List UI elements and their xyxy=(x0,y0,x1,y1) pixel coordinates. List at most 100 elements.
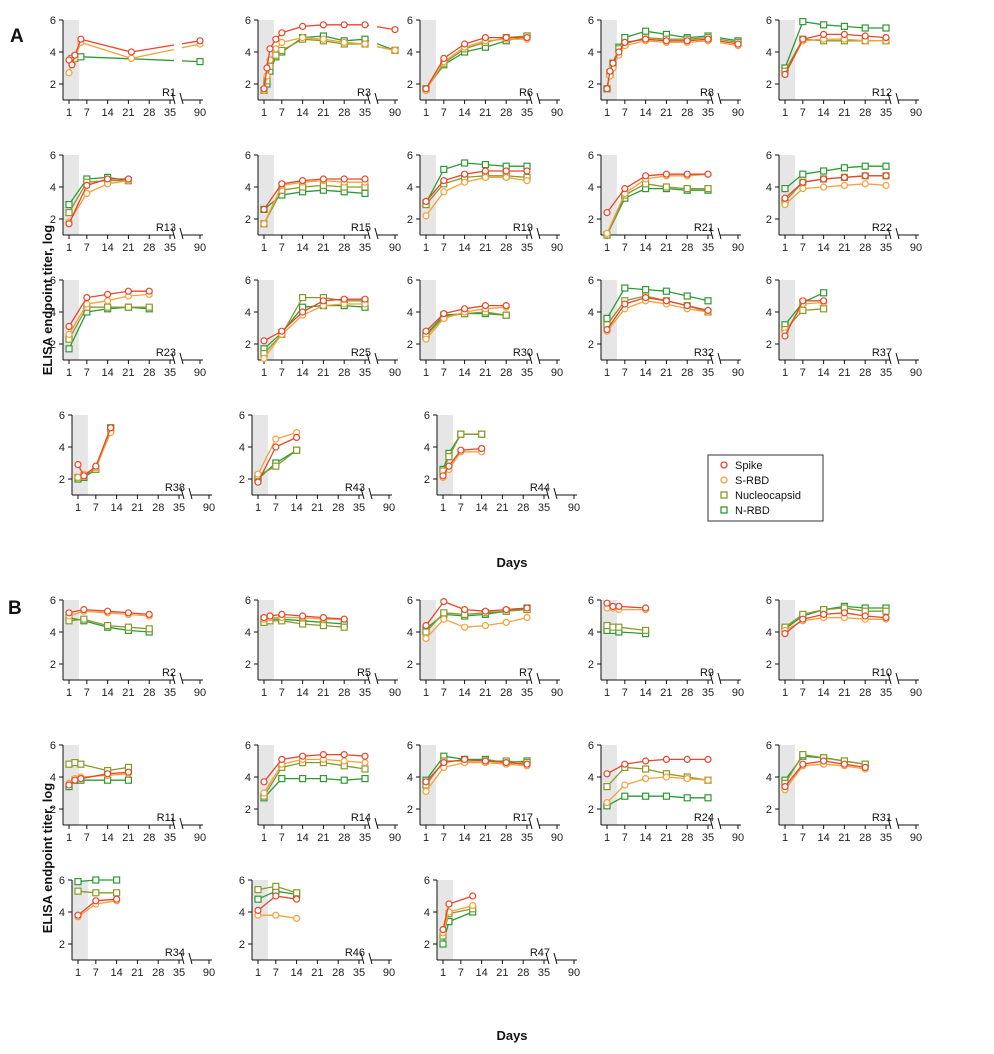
point-spike xyxy=(71,51,79,59)
axis-break-mark xyxy=(536,227,541,240)
point-nucleocapsid xyxy=(422,628,430,636)
y-tick-label: 4 xyxy=(245,307,251,319)
x-axis-title-b: Days xyxy=(496,1028,527,1043)
point-nucleocapsid xyxy=(340,623,348,631)
axis-break-mark xyxy=(171,92,176,105)
x-tick-label: 7 xyxy=(84,832,90,844)
point-spike xyxy=(799,178,807,186)
point-spike xyxy=(127,48,135,56)
point-spike xyxy=(461,305,469,313)
point-spike xyxy=(781,629,789,638)
x-tick-label: 21 xyxy=(838,107,850,119)
point-spike xyxy=(445,462,453,470)
point-spike xyxy=(461,755,469,763)
acute-phase-shading xyxy=(420,280,436,360)
point-spike xyxy=(799,297,807,305)
x-tick-label: 35 xyxy=(880,832,892,844)
x-tick-label: 14 xyxy=(101,242,113,254)
point-nucleocapsid xyxy=(882,607,890,615)
x-tick-label: 21 xyxy=(660,367,672,379)
x-tick-label: 28 xyxy=(500,107,512,119)
point-s-rbd xyxy=(65,330,73,339)
x-tick-label: 90 xyxy=(910,242,922,254)
axis-break-mark xyxy=(179,352,184,365)
y-tick-label: 2 xyxy=(424,474,430,486)
participant-label: R6 xyxy=(519,87,533,99)
axis-break-mark xyxy=(171,817,176,830)
series-line-nucleocapsid xyxy=(80,763,108,772)
series-line-spike xyxy=(606,303,626,330)
point-spike xyxy=(523,34,531,42)
x-tick-label: 35 xyxy=(359,107,371,119)
x-tick-label: 7 xyxy=(622,687,628,699)
point-spike xyxy=(820,297,828,305)
series-line-nucleocapsid xyxy=(618,626,646,632)
point-n-rbd xyxy=(799,170,807,178)
axis-break-mark xyxy=(366,92,371,105)
point-spike xyxy=(340,175,348,183)
point-n-rbd xyxy=(882,24,890,32)
axis-break-mark xyxy=(709,817,714,830)
y-tick-label: 4 xyxy=(245,47,251,59)
x-tick-label: 21 xyxy=(660,832,672,844)
point-nucleocapsid xyxy=(615,623,623,631)
participant-label: R9 xyxy=(700,667,714,679)
axis-break-mark xyxy=(717,227,722,240)
y-tick-label: 2 xyxy=(407,339,413,351)
point-spike xyxy=(74,460,82,469)
point-spike xyxy=(77,35,85,43)
point-nucleocapsid xyxy=(361,765,369,773)
series-line-spike xyxy=(448,895,473,905)
point-n-rbd xyxy=(861,162,869,170)
y-tick-label: 4 xyxy=(239,907,245,919)
x-tick-label: 1 xyxy=(440,502,446,514)
point-nucleocapsid xyxy=(662,183,671,191)
point-spike xyxy=(481,607,490,615)
x-tick-label: 35 xyxy=(353,502,365,514)
x-tick-label: 14 xyxy=(458,107,470,119)
x-tick-label: 35 xyxy=(164,687,176,699)
point-spike xyxy=(74,911,82,919)
point-nucleocapsid xyxy=(478,430,486,438)
series-line-s-rbd xyxy=(443,311,465,320)
x-tick-label: 35 xyxy=(880,687,892,699)
point-spike xyxy=(113,895,121,903)
x-tick-label: 7 xyxy=(273,967,279,979)
x-tick-label: 21 xyxy=(496,502,508,514)
x-tick-label: 1 xyxy=(261,687,267,699)
x-tick-label: 14 xyxy=(817,242,829,254)
point-spike xyxy=(196,37,204,45)
series-line-spike xyxy=(784,38,804,75)
series-line-spike xyxy=(442,903,450,930)
point-spike xyxy=(781,782,789,791)
y-tick-label: 2 xyxy=(50,214,56,226)
x-tick-label: 28 xyxy=(500,242,512,254)
x-tick-label: 14 xyxy=(817,832,829,844)
point-spike xyxy=(799,760,807,768)
x-tick-label: 1 xyxy=(782,687,788,699)
y-tick-label: 6 xyxy=(239,875,245,887)
series-line-spike xyxy=(281,25,303,34)
point-spike xyxy=(861,612,869,620)
point-s-rbd xyxy=(683,774,691,783)
axis-break-mark xyxy=(545,952,550,965)
point-s-rbd xyxy=(127,54,135,63)
participant-label: R30 xyxy=(513,347,533,359)
x-tick-label: 7 xyxy=(800,107,806,119)
y-tick-label: 6 xyxy=(50,275,56,287)
participant-label: R19 xyxy=(513,222,533,234)
x-tick-label: 7 xyxy=(93,967,99,979)
point-s-rbd xyxy=(603,798,611,807)
participant-label: R14 xyxy=(351,812,371,824)
x-tick-label: 21 xyxy=(479,242,491,254)
x-tick-label: 1 xyxy=(75,502,81,514)
x-tick-label: 14 xyxy=(458,687,470,699)
point-spike xyxy=(319,21,328,29)
point-nucleocapsid xyxy=(293,446,301,454)
point-n-rbd xyxy=(92,876,100,884)
series-line-s-rbd xyxy=(68,303,88,335)
point-spike xyxy=(820,175,828,183)
x-tick-label: 28 xyxy=(859,687,871,699)
x-tick-label: 28 xyxy=(338,242,350,254)
